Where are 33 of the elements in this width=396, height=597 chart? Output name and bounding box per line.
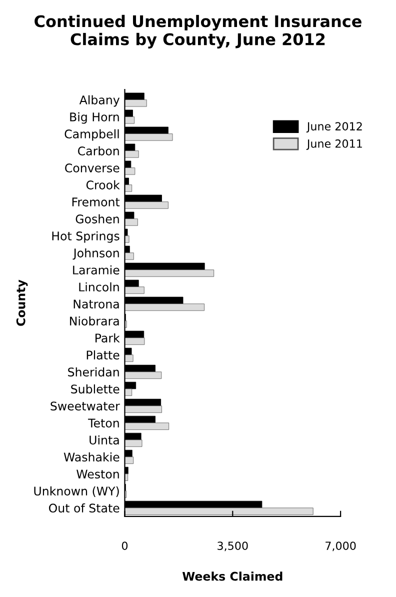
legend-label: June 2011 [306,139,362,150]
y-tick-label: Washakie [64,452,120,462]
y-tick-label: Out of State [49,503,120,513]
y-tick-label: Niobrara [70,316,119,326]
y-tick-label: Laramie [73,265,120,274]
y-tick-label: Lincoln [79,282,119,292]
y-tick-label: Converse [65,164,120,172]
chart-title: Continued Unemployment Insurance Claims by County, June 2012 [34,14,362,49]
y-tick-label: Goshen [76,214,119,224]
y-tick-label: Big Horn [70,112,119,124]
y-tick-label: Park [96,333,120,342]
x-tick-label: 7,000 [326,542,356,552]
y-tick-label: Unknown (WY) [34,486,119,497]
x-tick-label: 3,500 [218,542,248,552]
y-tick-label: Albany [79,95,120,107]
y-tick-label: Johnson [72,248,119,260]
y-axis-title: County [16,280,28,326]
y-tick-label: Campbell [64,129,119,141]
legend-label: June 2012 [306,122,362,133]
y-tick-label: Crook [86,180,120,190]
y-tick-label: Sublette [71,384,120,394]
y-tick-label: Sweetwater [50,402,120,411]
y-tick-label: Platte [86,350,120,360]
x-axis-title: Weeks Claimed [182,572,282,581]
y-tick-label: Teton [88,418,119,428]
x-tick-label: 0 [122,542,128,550]
y-tick-label: Uinta [90,435,119,445]
y-tick-label: Sheridan [68,367,119,377]
y-tick-label: Natrona [74,300,119,308]
y-tick-label: Hot Springs [52,231,120,243]
y-tick-label: Carbon [78,146,119,156]
y-tick-label: Fremont [72,198,120,206]
y-tick-label: Weston [76,470,119,479]
